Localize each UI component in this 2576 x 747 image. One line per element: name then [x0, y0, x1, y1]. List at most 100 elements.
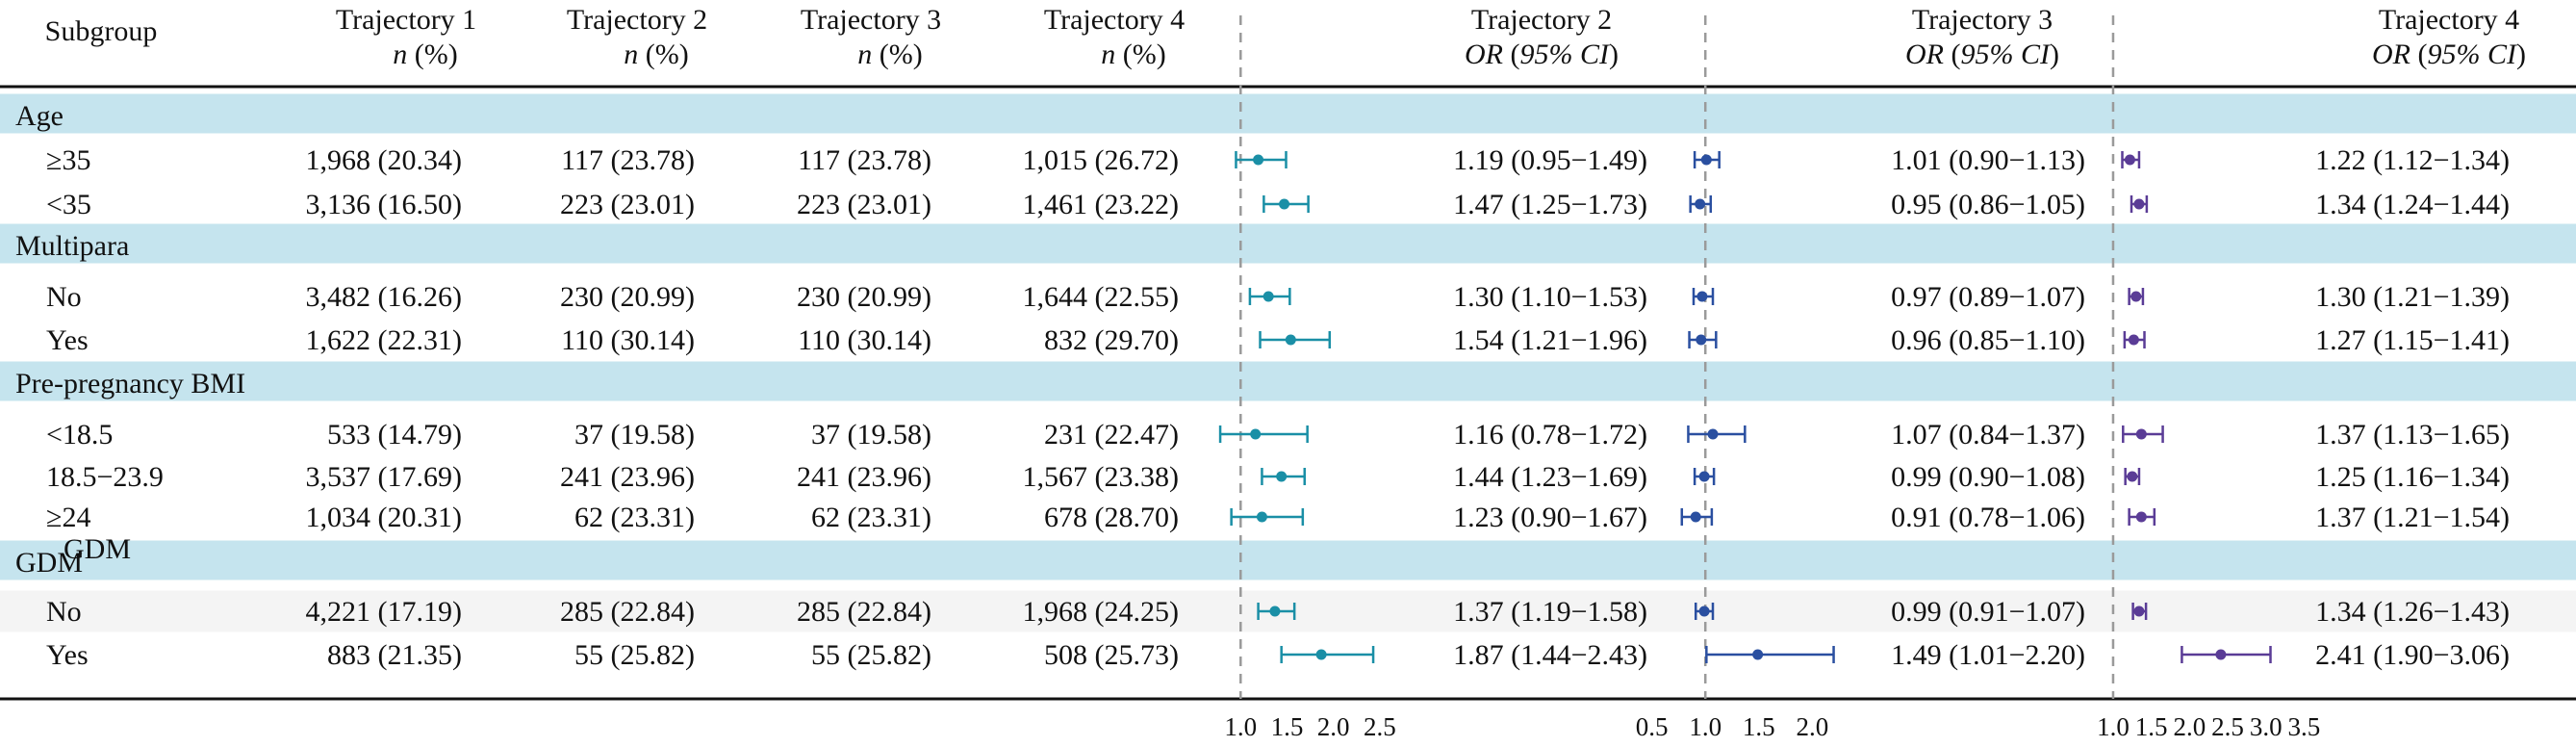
count-cell: 1,968 (20.34): [306, 144, 462, 176]
or-point: [1262, 291, 1274, 302]
group-label-overlay: GDM: [64, 533, 131, 565]
count-cell: 3,136 (16.50): [306, 189, 462, 220]
or-point: [1253, 154, 1264, 166]
count-cell: 1,968 (24.25): [1023, 596, 1179, 628]
count-cell: 285 (22.84): [560, 596, 695, 628]
or-ci-text: 1.49 (1.01−2.20): [1891, 639, 2085, 671]
or-point: [1269, 605, 1281, 617]
header-count-sub-pct: (%): [1115, 39, 1165, 70]
or-point: [2133, 605, 2145, 617]
or-point: [2133, 198, 2145, 210]
header-count-sub-pct: (%): [638, 39, 688, 70]
or-ci-text: 1.16 (0.78−1.72): [1453, 419, 1647, 451]
header-count-title: Trajectory 1: [336, 4, 476, 36]
count-cell: 55 (25.82): [574, 639, 695, 671]
group-label: Pre-pregnancy BMI: [15, 368, 245, 399]
or-ci-text: 0.99 (0.91−1.07): [1891, 596, 2085, 628]
or-ci-text: 1.87 (1.44−2.43): [1453, 639, 1647, 671]
header-count-sub: n (%): [624, 39, 688, 70]
count-cell: 37 (19.58): [574, 419, 695, 451]
axis-tick-label: 1.5: [1743, 712, 1775, 741]
header-count-sub: n (%): [393, 39, 457, 70]
count-cell: 62 (23.31): [811, 502, 931, 533]
or-point: [1250, 428, 1262, 440]
or-ci-text: 1.22 (1.12−1.34): [2315, 144, 2510, 176]
or-point: [2130, 291, 2142, 302]
count-cell: 241 (23.96): [797, 461, 931, 493]
or-point: [2215, 649, 2227, 660]
count-cell: 1,622 (22.31): [306, 324, 462, 356]
count-cell: 1,034 (20.31): [306, 502, 462, 533]
header-or-sub-part: ): [2516, 39, 2526, 70]
group-band: [0, 361, 2576, 401]
count-cell: 117 (23.78): [798, 144, 931, 176]
group-band: [0, 93, 2576, 134]
or-point: [1690, 511, 1701, 523]
or-point: [2135, 511, 2147, 523]
or-point: [2127, 471, 2138, 482]
or-ci-text: 1.23 (0.90−1.67): [1453, 502, 1647, 533]
count-cell: 1,567 (23.38): [1023, 461, 1179, 493]
header-count-sub-n: n: [1101, 39, 1115, 70]
group-band: [0, 223, 2576, 264]
header-or-sub: OR (95% CI): [1465, 39, 1619, 70]
header-count-sub-n: n: [624, 39, 638, 70]
row-label: Yes: [46, 324, 89, 356]
or-ci-text: 0.95 (0.86−1.05): [1891, 189, 2085, 220]
header-count-title: Trajectory 2: [567, 4, 707, 36]
or-ci-text: 1.37 (1.19−1.58): [1453, 596, 1647, 628]
axis-tick-label: 1.0: [1224, 712, 1257, 741]
row-label: ≥24: [46, 502, 90, 533]
row-label: No: [46, 596, 82, 628]
axis-tick-label: 2.5: [2211, 712, 2244, 741]
header-count-sub-pct: (%): [872, 39, 922, 70]
or-ci-text: 0.99 (0.90−1.08): [1891, 461, 2085, 493]
or-ci-text: 0.91 (0.78−1.06): [1891, 502, 2085, 533]
axis-tick-label: 3.0: [2250, 712, 2283, 741]
count-cell: 223 (23.01): [560, 189, 695, 220]
count-cell: 241 (23.96): [560, 461, 695, 493]
header-count-sub-n: n: [393, 39, 407, 70]
row-label: ≥35: [46, 144, 90, 176]
count-cell: 62 (23.31): [574, 502, 695, 533]
count-cell: 55 (25.82): [811, 639, 931, 671]
count-cell: 533 (14.79): [327, 419, 462, 451]
count-cell: 285 (22.84): [797, 596, 931, 628]
axis-tick-label: 2.5: [1364, 712, 1396, 741]
or-ci-text: 1.01 (0.90−1.13): [1891, 144, 2085, 176]
header-count-sub: n (%): [857, 39, 922, 70]
axis-tick-label: 3.5: [2288, 712, 2321, 741]
or-point: [1256, 511, 1267, 523]
header-or-sub-part: ): [2050, 39, 2059, 70]
or-point: [2135, 428, 2147, 440]
header-count-sub-n: n: [857, 39, 872, 70]
or-ci-text: 1.34 (1.24−1.44): [2315, 189, 2510, 220]
axis-tick-label: 0.5: [1636, 712, 1669, 741]
group-label: GDM: [15, 547, 83, 579]
header-count-sub: n (%): [1101, 39, 1165, 70]
or-ci-text: 1.44 (1.23−1.69): [1453, 461, 1647, 493]
row-label: <35: [46, 189, 91, 220]
header-or-sub-part: 95% CI: [2428, 39, 2519, 70]
header-or-sub-part: 95% CI: [1520, 39, 1612, 70]
or-point: [2128, 334, 2139, 346]
row-label: 18.5−23.9: [46, 461, 164, 493]
axis-tick-label: 2.0: [1796, 712, 1828, 741]
or-ci-text: 1.37 (1.13−1.65): [2315, 419, 2510, 451]
axis-tick-label: 1.0: [2097, 712, 2130, 741]
or-ci-text: 1.30 (1.21−1.39): [2315, 281, 2510, 313]
header-count-sub-pct: (%): [407, 39, 457, 70]
or-point: [1707, 428, 1719, 440]
count-cell: 883 (21.35): [327, 639, 462, 671]
count-cell: 230 (20.99): [797, 281, 931, 313]
header-count-title: Trajectory 4: [1044, 4, 1185, 36]
count-cell: 117 (23.78): [561, 144, 695, 176]
or-point: [1698, 471, 1710, 482]
header-or-title: Trajectory 2: [1471, 4, 1612, 36]
header-or-sub-part: (: [1944, 39, 1961, 70]
axis-tick-label: 1.0: [1689, 712, 1722, 741]
count-cell: 1,644 (22.55): [1023, 281, 1179, 313]
or-point: [1752, 649, 1764, 660]
or-ci-text: 0.97 (0.89−1.07): [1891, 281, 2085, 313]
